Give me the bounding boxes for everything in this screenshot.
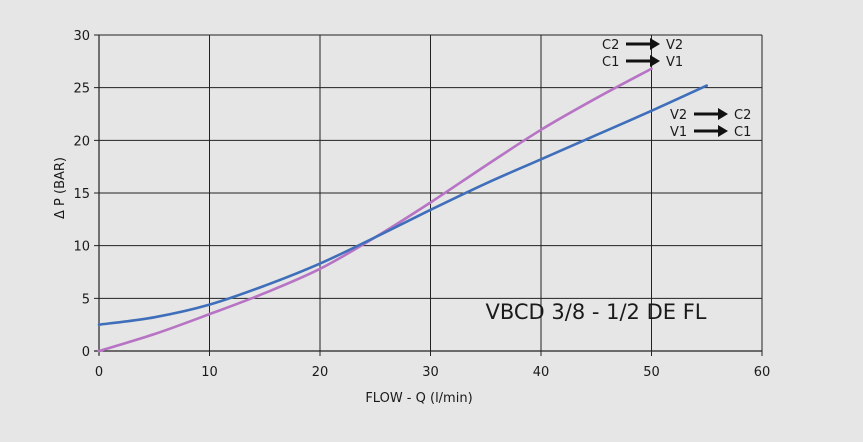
x-tick-label: 50 xyxy=(643,365,660,380)
y-tick-label: 5 xyxy=(82,292,90,307)
flow-direction-annotations: C2 V2 C1 V1 V2 C2 V1 C1 xyxy=(602,38,751,140)
y-tick-label: 15 xyxy=(73,187,90,202)
arrow-head-icon xyxy=(718,108,728,120)
annotation-row: V1 C1 xyxy=(670,125,751,140)
y-tick-label: 20 xyxy=(73,134,90,149)
annotation-to-port: C2 xyxy=(734,108,751,123)
x-tick-label: 0 xyxy=(95,365,103,380)
annotation-from-port: V2 xyxy=(670,108,687,123)
y-axis-title: Δ P (BAR) xyxy=(53,157,68,219)
annotation-from-port: C2 xyxy=(602,38,619,53)
x-tick-label: 10 xyxy=(201,365,218,380)
y-tick-label: 30 xyxy=(73,29,90,44)
grid xyxy=(94,34,763,356)
annotation-to-port: V2 xyxy=(666,38,683,53)
series-group xyxy=(97,67,709,353)
x-tick-labels: 0 10 20 30 40 50 60 xyxy=(95,365,770,380)
annotation-from-port: C1 xyxy=(602,55,619,70)
x-tick-label: 20 xyxy=(312,365,329,380)
x-axis-title: FLOW - Q (l/min) xyxy=(365,391,472,406)
x-tick-label: 30 xyxy=(422,365,439,380)
annotation-to-port: C1 xyxy=(734,125,751,140)
y-tick-label: 0 xyxy=(82,345,90,360)
arrow-head-icon xyxy=(650,55,660,67)
annotation-row: C1 V1 xyxy=(602,55,683,70)
annotation-row: V2 C2 xyxy=(670,108,751,123)
y-tick-labels: 0 5 10 15 20 25 30 xyxy=(73,29,90,360)
y-tick-label: 10 xyxy=(73,240,90,255)
model-label: VBCD 3/8 - 1/2 DE FL xyxy=(485,300,706,324)
y-tick-label: 25 xyxy=(73,82,90,97)
annotation-from-port: V1 xyxy=(670,125,687,140)
series-line-2 xyxy=(97,84,709,326)
x-tick-label: 40 xyxy=(533,365,550,380)
annotation-to-port: V1 xyxy=(666,55,683,70)
x-tick-label: 60 xyxy=(754,365,771,380)
annotation-row: C2 V2 xyxy=(602,38,683,53)
arrow-head-icon xyxy=(650,38,660,50)
arrow-head-icon xyxy=(718,125,728,137)
